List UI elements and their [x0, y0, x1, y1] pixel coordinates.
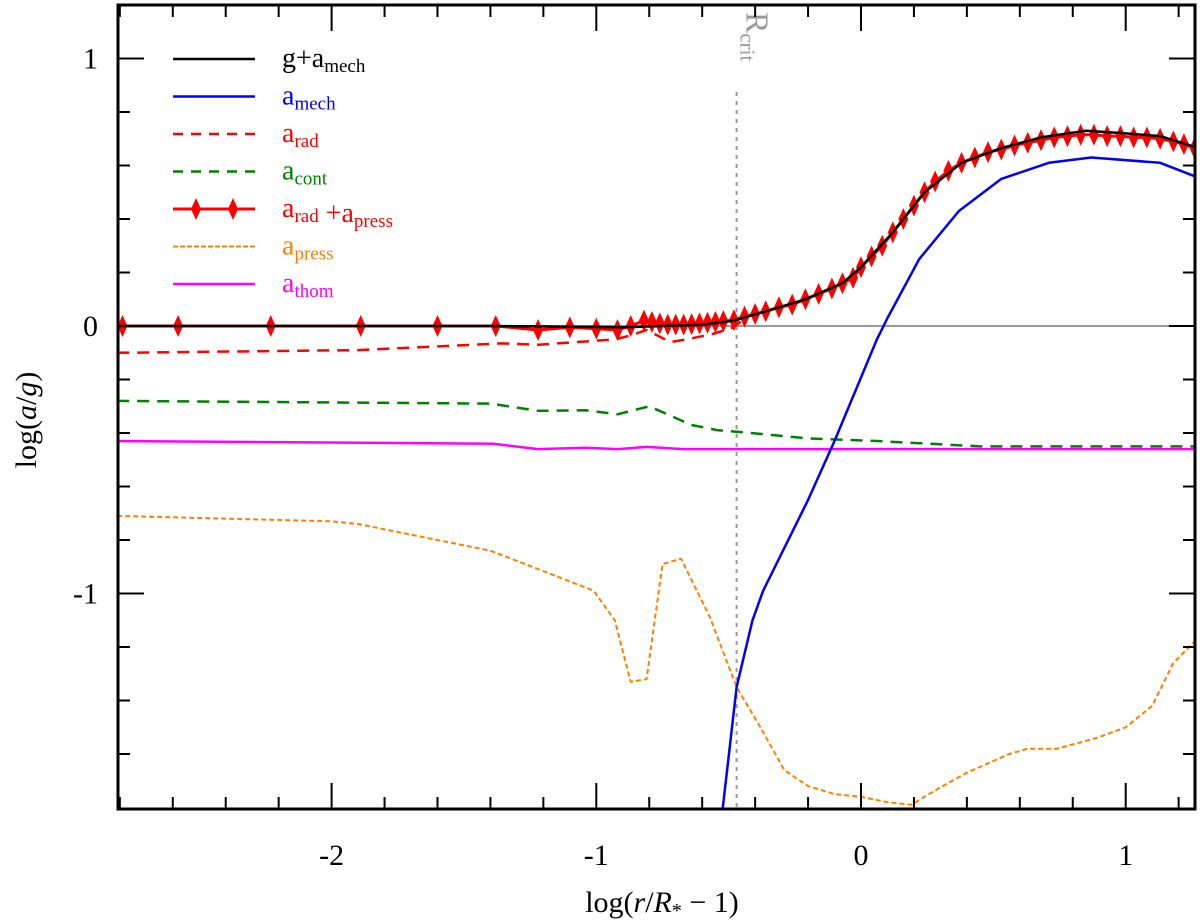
legend-entry-g+a_mech: g+amech	[173, 43, 366, 77]
diamond-marker	[1141, 126, 1152, 149]
diamond-marker	[1128, 126, 1139, 149]
legend-label: apress	[282, 231, 334, 265]
diamond-marker	[646, 310, 657, 333]
legend-label: arad +apress	[282, 193, 393, 232]
diamond-marker	[191, 198, 201, 220]
diamond-marker	[1102, 125, 1113, 148]
series-line-a_thom	[118, 439, 1195, 451]
diamond-marker	[1075, 123, 1086, 146]
y-tick-label: 1	[83, 43, 98, 76]
legend-entry-a_mech: amech	[173, 81, 336, 115]
legend-label: arad	[282, 118, 319, 152]
plot-frame	[116, 3, 1197, 811]
diamond-marker	[1035, 129, 1046, 152]
legend-entry-a_rad+a_press: arad +apress	[173, 193, 393, 232]
x-tick-label: 0	[854, 839, 869, 872]
x-tick-label: 1	[1118, 839, 1133, 872]
x-tick-label: -2	[319, 839, 344, 872]
diamond-marker	[996, 138, 1007, 161]
diamond-marker	[591, 317, 602, 340]
diamond-marker	[638, 309, 649, 332]
series-line-a_mech	[721, 156, 1195, 809]
series-line-a_cont	[118, 399, 1195, 448]
diamond-marker	[1115, 125, 1126, 148]
diamond-marker	[1022, 131, 1033, 154]
y-tick-label: -1	[73, 578, 98, 611]
axes-layer: Rcrit -2 -1 0 1 1 0 -1	[73, 3, 1197, 872]
series-line-a_rad	[118, 317, 746, 355]
legend-entry-a_rad: arad	[173, 118, 319, 152]
y-tick-label: 0	[83, 310, 98, 343]
series-line-a_press	[118, 514, 1195, 806]
diamond-marker	[1049, 126, 1060, 149]
series-line-g+a_mech	[118, 129, 1195, 329]
diamond-marker	[1062, 125, 1073, 148]
diamond-marker	[1088, 123, 1099, 146]
plot-area	[118, 92, 1195, 809]
diamond-marker	[612, 319, 623, 342]
diamond-marker	[533, 319, 544, 342]
legend-entry-a_press: apress	[173, 231, 334, 265]
legend-entry-a_cont: acont	[173, 156, 328, 190]
legend-label: athom	[282, 268, 334, 302]
diamond-marker	[654, 312, 665, 335]
diamond-marker	[228, 198, 238, 220]
x-axis-label: log(r/R* − 1)	[585, 886, 739, 922]
diamond-marker	[1155, 127, 1166, 150]
x-tick-label: -1	[584, 839, 609, 872]
legend-label: g+amech	[282, 43, 366, 77]
plot-layer	[118, 92, 1195, 809]
legend-entry-a_thom: athom	[173, 268, 334, 302]
legend-label: acont	[282, 156, 328, 190]
diamond-marker	[694, 312, 705, 335]
y-axis-label: log(a/g)	[10, 372, 43, 469]
rcrit-label: Rcrit	[736, 12, 776, 61]
legend-label: amech	[282, 81, 336, 115]
